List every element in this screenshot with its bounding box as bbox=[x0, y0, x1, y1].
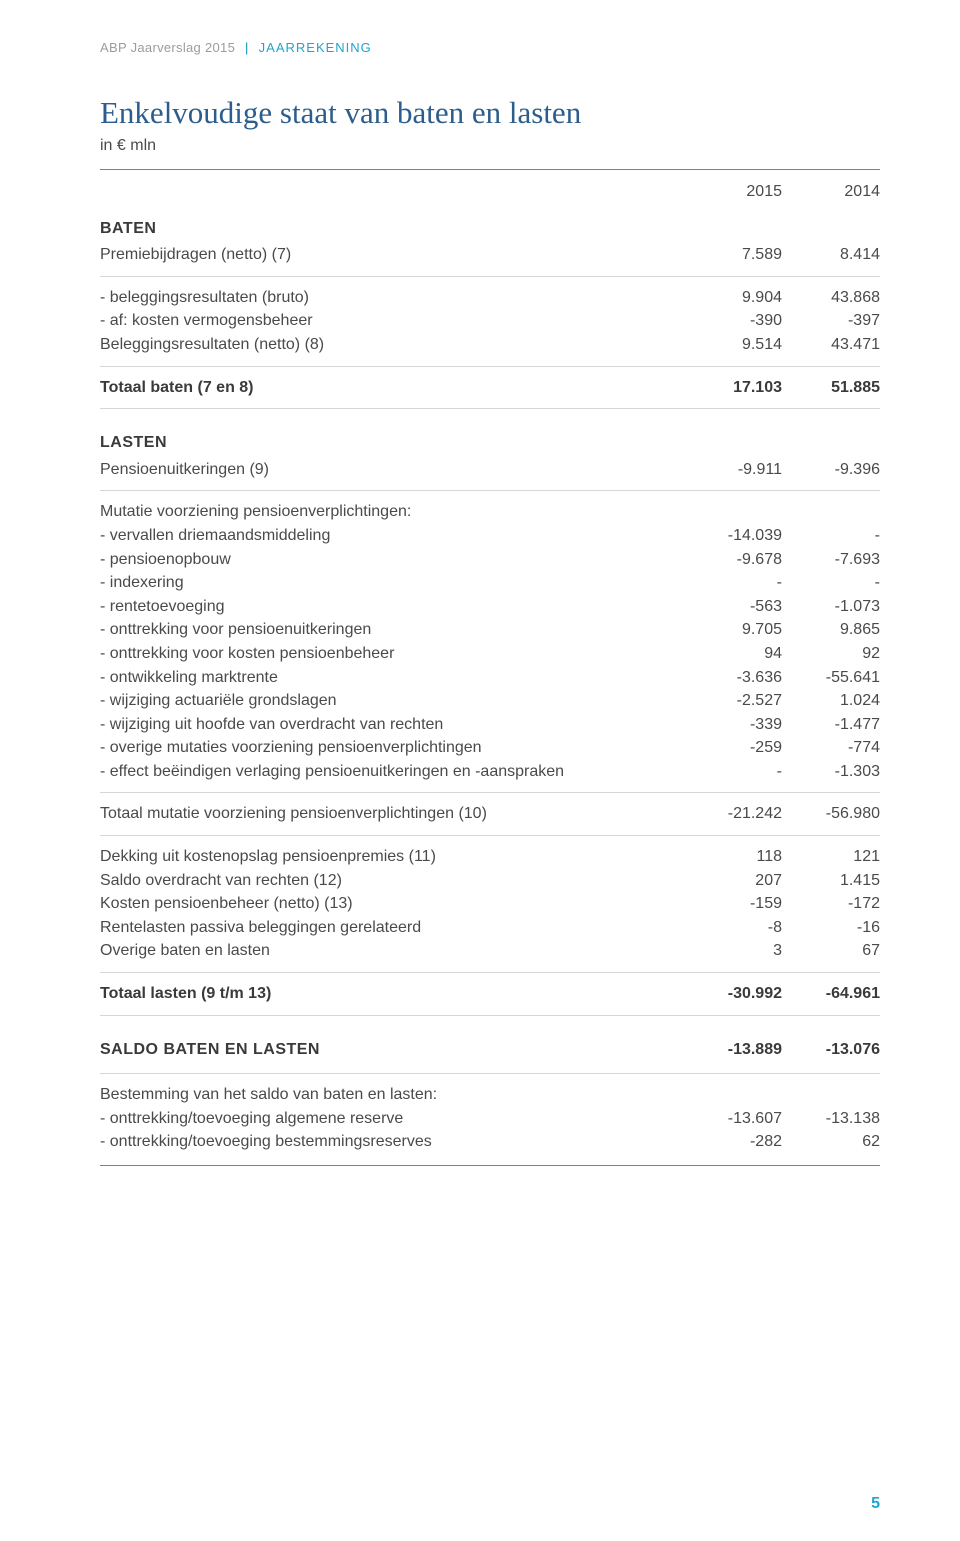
row-totaal-baten: Totaal baten (7 en 8) 17.103 51.885 bbox=[100, 376, 880, 400]
header-org: ABP Jaarverslag 2015 bbox=[100, 40, 235, 55]
row-beleg-netto: Beleggingsresultaten (netto) (8) 9.514 4… bbox=[100, 333, 880, 357]
col-year-1: 2015 bbox=[684, 180, 782, 204]
page-subtitle: in € mln bbox=[100, 137, 880, 155]
row-ontw-marktrente: - ontwikkeling marktrente -3.636 -55.641 bbox=[100, 666, 880, 690]
row-ont-alg-reserve: - onttrekking/toevoeging algemene reserv… bbox=[100, 1107, 880, 1131]
top-rule bbox=[100, 169, 880, 170]
row-ont-pensioenuitk: - onttrekking voor pensioenuitkeringen 9… bbox=[100, 618, 880, 642]
row-effect-beeind: - effect beëindigen verlaging pensioenui… bbox=[100, 760, 880, 784]
row-beleg-bruto: - beleggingsresultaten (bruto) 9.904 43.… bbox=[100, 286, 880, 310]
row-mutatie-head: Mutatie voorziening pensioenverplichting… bbox=[100, 500, 880, 524]
row-totaal-mutatie: Totaal mutatie voorziening pensioenverpl… bbox=[100, 802, 880, 826]
page-container: ABP Jaarverslag 2015 | JAARREKENING Enke… bbox=[0, 0, 960, 1541]
row-premiebijdragen: Premiebijdragen (netto) (7) 7.589 8.414 bbox=[100, 243, 880, 267]
header-section: JAARREKENING bbox=[259, 40, 372, 55]
row-indexering: - indexering - - bbox=[100, 571, 880, 595]
section-lasten: LASTEN bbox=[100, 418, 880, 458]
section-baten: BATEN bbox=[100, 204, 880, 244]
section-lasten-label: LASTEN bbox=[100, 418, 684, 458]
column-header-row: 2015 2014 bbox=[100, 180, 880, 204]
row-rentetoevoeging: - rentetoevoeging -563 -1.073 bbox=[100, 595, 880, 619]
row-rentelasten: Rentelasten passiva beleggingen gerelate… bbox=[100, 916, 880, 940]
row-vervallen: - vervallen driemaandsmiddeling -14.039 … bbox=[100, 524, 880, 548]
row-pensioenopbouw: - pensioenopbouw -9.678 -7.693 bbox=[100, 548, 880, 572]
row-kosten-pb: Kosten pensioenbeheer (netto) (13) -159 … bbox=[100, 892, 880, 916]
row-totaal-lasten: Totaal lasten (9 t/m 13) -30.992 -64.961 bbox=[100, 982, 880, 1006]
row-ont-kosten: - onttrekking voor kosten pensioenbeheer… bbox=[100, 642, 880, 666]
row-saldo-baten-lasten: SALDO BATEN EN LASTEN -13.889 -13.076 bbox=[100, 1025, 880, 1065]
page-title: Enkelvoudige staat van baten en lasten bbox=[100, 95, 880, 131]
row-overige-mut: - overige mutaties voorziening pensioenv… bbox=[100, 736, 880, 760]
row-pensioenuitkeringen: Pensioenuitkeringen (9) -9.911 -9.396 bbox=[100, 458, 880, 482]
row-wijz-overdracht: - wijziging uit hoofde van overdracht va… bbox=[100, 713, 880, 737]
running-header: ABP Jaarverslag 2015 | JAARREKENING bbox=[100, 40, 880, 55]
section-baten-label: BATEN bbox=[100, 204, 684, 244]
row-overige-baten: Overige baten en lasten 3 67 bbox=[100, 939, 880, 963]
col-year-2: 2014 bbox=[782, 180, 880, 204]
row-saldo-overdracht: Saldo overdracht van rechten (12) 207 1.… bbox=[100, 869, 880, 893]
page-number: 5 bbox=[871, 1495, 880, 1513]
row-wijz-act: - wijziging actuariële grondslagen -2.52… bbox=[100, 689, 880, 713]
row-ont-bestemming: - onttrekking/toevoeging bestemmingsrese… bbox=[100, 1130, 880, 1154]
row-af-kosten: - af: kosten vermogensbeheer -390 -397 bbox=[100, 309, 880, 333]
row-bestemming-head: Bestemming van het saldo van baten en la… bbox=[100, 1083, 880, 1107]
financial-table: 2015 2014 BATEN Premiebijdragen (netto) … bbox=[100, 180, 880, 1167]
header-separator: | bbox=[245, 40, 249, 55]
row-dekking: Dekking uit kostenopslag pensioenpremies… bbox=[100, 845, 880, 869]
